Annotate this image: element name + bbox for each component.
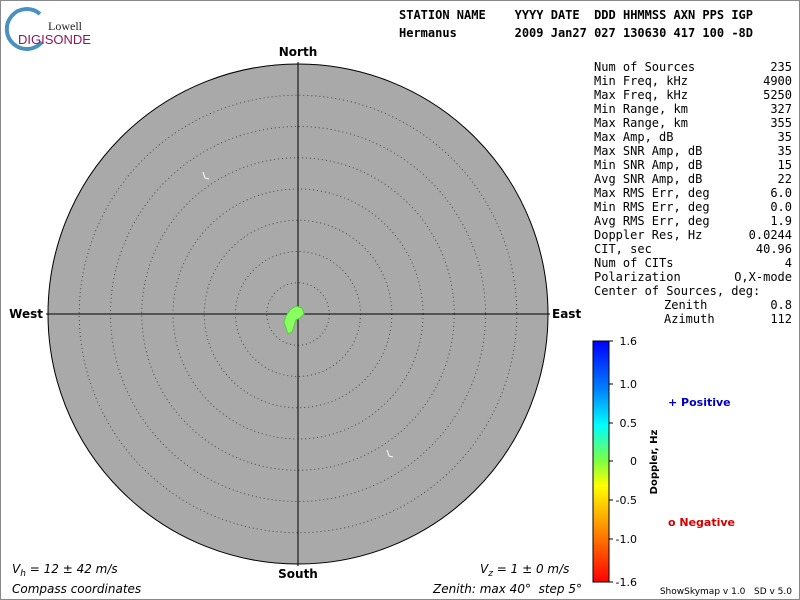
stat-value: 4 (785, 256, 792, 270)
logo-swoosh (4, 7, 44, 51)
stat-label: Max Freq, kHz (594, 88, 688, 102)
center-title: Center of Sources, deg: (594, 284, 760, 298)
stat-value: 15 (778, 158, 792, 172)
stat-value: 40.96 (756, 242, 792, 256)
colorbar-tick-label: 0.5 (620, 417, 638, 430)
stat-label: Polarization (594, 270, 681, 284)
colorbar-tick-label: -1.0 (616, 533, 637, 546)
stat-value: 355 (770, 116, 792, 130)
stat-label: Min SNR Amp, dB (594, 158, 702, 172)
stat-value: 235 (770, 60, 792, 74)
stat-label: Num of Sources (594, 60, 695, 74)
stat-label: Min RMS Err, deg (594, 200, 710, 214)
header-labels: STATION NAME YYYY DATE DDD HHMMSS AXN PP… (399, 8, 753, 22)
colorbar (592, 340, 610, 583)
stat-label: Min Freq, kHz (594, 74, 688, 88)
version: ShowSkymap v 1.0 SD v 5.0 (660, 587, 792, 597)
stat-label: Max RMS Err, deg (594, 186, 710, 200)
logo-bottom: DIGISONDE (18, 32, 91, 47)
stat-value: O,X-mode (734, 270, 792, 284)
zenith-label: Zenith (664, 298, 707, 312)
stat-value: 4900 (763, 74, 792, 88)
stat-value: 22 (778, 172, 792, 186)
stat-value: 0.0 (770, 200, 792, 214)
colorbar-ticks: 1.6 1.0 0.5 0 -0.5 -1.0 -1.6 (609, 335, 637, 589)
zenith-info: Zenith: max 40° step 5° (432, 582, 582, 596)
compass-south: South (278, 567, 318, 581)
stat-value: 327 (770, 102, 792, 116)
artifact (386, 449, 394, 458)
stat-label: Num of CITs (594, 256, 673, 270)
vz-label: Vz = 1 ± 0 m/s (480, 562, 569, 579)
stat-label: Max SNR Amp, dB (594, 144, 702, 158)
source-cluster (283, 305, 305, 335)
stat-value: 35 (778, 144, 792, 158)
azimuth-value: 112 (770, 312, 792, 326)
stat-label: Min Range, km (594, 102, 688, 116)
azimuth-label: Azimuth (664, 312, 715, 326)
zenith-value: 0.8 (770, 298, 792, 312)
header-values: Hermanus 2009 Jan27 027 130630 417 100 -… (399, 26, 753, 40)
stat-label: CIT, sec (594, 242, 652, 256)
stat-label: Avg RMS Err, deg (594, 214, 710, 228)
stat-value: 6.0 (770, 186, 792, 200)
colorbar-tick-label: -1.6 (616, 576, 637, 589)
compass-east: East (552, 307, 581, 321)
stat-value: 5250 (763, 88, 792, 102)
stat-label: Avg SNR Amp, dB (594, 172, 702, 186)
colorbar-tick-label: 1.0 (620, 378, 638, 391)
stats-table: Num of Sources 235 Min Freq, kHz 4900 Max Fr… (594, 60, 792, 284)
legend-positive: + Positive (668, 396, 731, 409)
stat-label: Max Range, km (594, 116, 688, 130)
compass-west: West (9, 307, 43, 321)
artifact (202, 171, 210, 180)
coords-label: Compass coordinates (12, 582, 141, 596)
stat-value: 35 (778, 130, 792, 144)
colorbar-tick-label: 0 (630, 455, 637, 468)
logo-top: Lowell (48, 19, 83, 33)
stat-value: 1.9 (770, 214, 792, 228)
legend-negative: o Negative (668, 516, 735, 529)
stat-label: Doppler Res, Hz (594, 228, 702, 242)
colorbar-label: Doppler, Hz (649, 430, 660, 495)
stat-label: Max Amp, dB (594, 130, 673, 144)
sky-plot (46, 62, 550, 566)
compass-north: North (279, 45, 317, 59)
colorbar-tick-label: 1.6 (620, 335, 638, 348)
stat-value: 0.0244 (749, 228, 792, 242)
vh-label: Vh = 12 ± 42 m/s (12, 562, 118, 579)
colorbar-tick-label: -0.5 (616, 494, 637, 507)
